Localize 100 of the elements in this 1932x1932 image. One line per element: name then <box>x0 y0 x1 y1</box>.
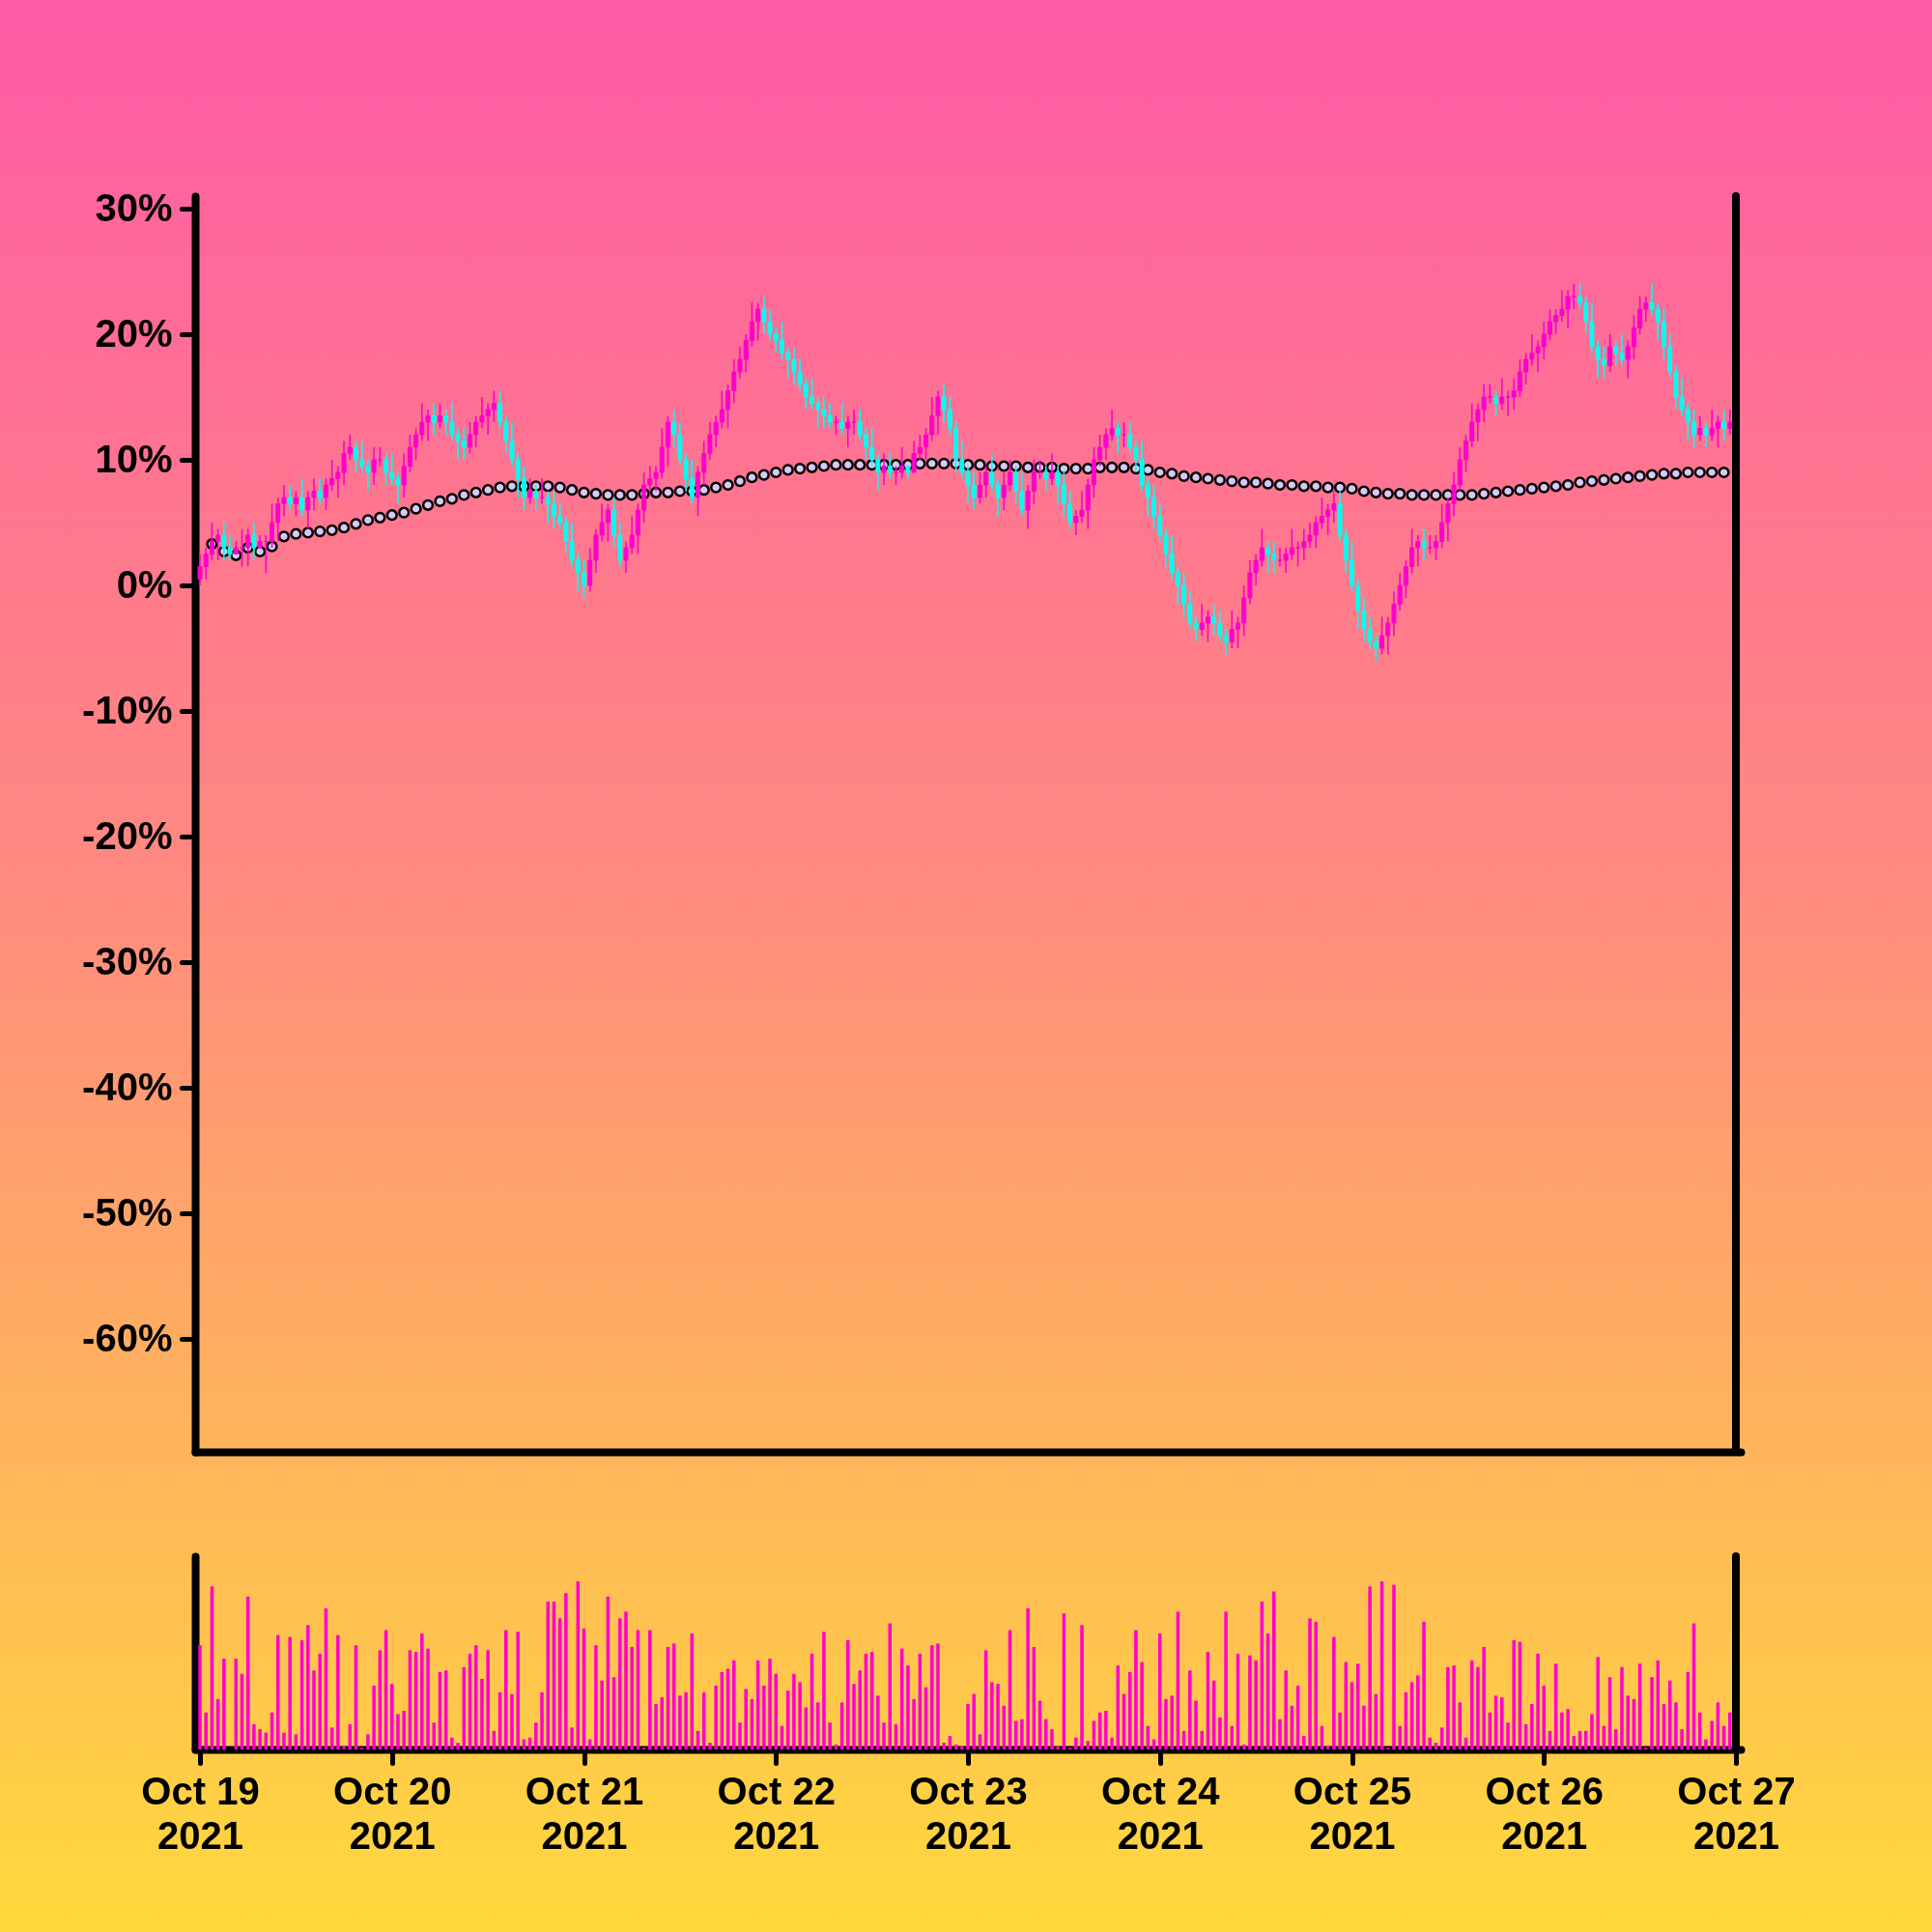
candlestick <box>287 484 293 511</box>
bar <box>882 1722 886 1749</box>
x-tick-label: Oct 26 2021 <box>1485 1769 1604 1857</box>
bar <box>306 1625 310 1749</box>
candlestick <box>293 490 298 518</box>
bar <box>534 1722 538 1749</box>
candlestick <box>1421 527 1427 561</box>
bar <box>204 1712 208 1749</box>
bar <box>1080 1625 1084 1749</box>
y-tick-label: -50% <box>82 1190 173 1234</box>
bar <box>1728 1712 1732 1749</box>
bar <box>1620 1666 1624 1749</box>
bar <box>768 1659 772 1749</box>
y-tick-label: -40% <box>82 1065 173 1108</box>
bar <box>1170 1695 1174 1749</box>
bar <box>258 1729 262 1749</box>
candlestick <box>893 465 898 486</box>
bar <box>1224 1611 1228 1749</box>
candlestick <box>887 452 893 480</box>
bar <box>336 1634 340 1749</box>
bar <box>1368 1586 1372 1749</box>
bar <box>1020 1719 1024 1749</box>
x-tick-label: Oct 27 2021 <box>1677 1769 1796 1857</box>
bar <box>1278 1719 1282 1749</box>
bar <box>1710 1720 1714 1749</box>
bar <box>1614 1729 1618 1749</box>
x-tick-label: Oct 25 2021 <box>1293 1769 1412 1857</box>
bar <box>288 1636 292 1749</box>
bar <box>1188 1670 1192 1749</box>
candlestick <box>1121 421 1126 448</box>
bar <box>600 1680 604 1749</box>
bar <box>1332 1636 1336 1749</box>
bar <box>744 1689 748 1749</box>
bar <box>966 1704 970 1749</box>
candlestick <box>1427 534 1433 555</box>
bar <box>1704 1739 1708 1749</box>
bar <box>732 1660 736 1749</box>
bar <box>1476 1666 1480 1749</box>
bar <box>570 1727 574 1749</box>
bar <box>198 1645 202 1749</box>
bar <box>684 1691 688 1749</box>
bar <box>318 1653 322 1749</box>
bar <box>876 1695 880 1749</box>
bar <box>342 1746 346 1749</box>
bar <box>912 1698 916 1749</box>
bar <box>1536 1653 1540 1749</box>
bar <box>996 1684 1000 1749</box>
candlestick <box>1697 414 1703 442</box>
bar <box>456 1743 460 1749</box>
y-tick-label: -30% <box>82 939 173 982</box>
bar <box>1086 1741 1090 1749</box>
bar <box>852 1684 856 1749</box>
bar <box>792 1673 796 1749</box>
candlestick <box>1703 421 1709 448</box>
bar <box>1362 1705 1366 1749</box>
candlestick <box>533 484 539 511</box>
bar <box>990 1682 994 1749</box>
candlestick <box>899 446 905 480</box>
bar <box>516 1632 520 1749</box>
bar <box>714 1685 718 1749</box>
bar <box>252 1723 256 1749</box>
bar <box>1074 1737 1078 1749</box>
bar <box>402 1711 406 1749</box>
bar <box>1416 1675 1420 1749</box>
bar <box>1506 1722 1510 1749</box>
candlestick <box>1043 465 1049 493</box>
bar <box>1218 1717 1222 1749</box>
bar <box>222 1659 226 1749</box>
bar <box>828 1722 832 1749</box>
bar <box>1308 1618 1312 1749</box>
y-tick-label: -20% <box>82 813 173 857</box>
bar <box>1248 1655 1252 1749</box>
bar <box>420 1634 424 1749</box>
bar <box>396 1714 400 1749</box>
bar <box>1590 1714 1594 1749</box>
candlestick <box>527 477 533 505</box>
candlestick <box>1607 333 1613 373</box>
bar <box>1680 1729 1684 1749</box>
y-tick-label: 30% <box>95 185 173 229</box>
candlestick <box>1493 389 1499 417</box>
bar <box>312 1670 316 1749</box>
bar <box>936 1643 940 1749</box>
bar <box>630 1646 634 1749</box>
bar <box>564 1593 568 1749</box>
bar <box>1500 1697 1504 1749</box>
bar <box>906 1665 910 1749</box>
bar <box>960 1746 964 1749</box>
y-tick-label: 10% <box>95 437 173 480</box>
candlestick <box>299 477 305 518</box>
bar <box>708 1743 712 1749</box>
bar <box>1566 1709 1570 1749</box>
candlestick <box>851 409 857 436</box>
candlestick <box>1727 409 1733 436</box>
x-tick-label: Oct 23 2021 <box>909 1769 1028 1857</box>
bar <box>1314 1621 1318 1749</box>
candlestick <box>1277 547 1283 568</box>
bar <box>480 1678 484 1749</box>
bar <box>1302 1736 1306 1749</box>
bar <box>486 1650 490 1749</box>
x-tick-label: Oct 19 2021 <box>141 1769 260 1857</box>
